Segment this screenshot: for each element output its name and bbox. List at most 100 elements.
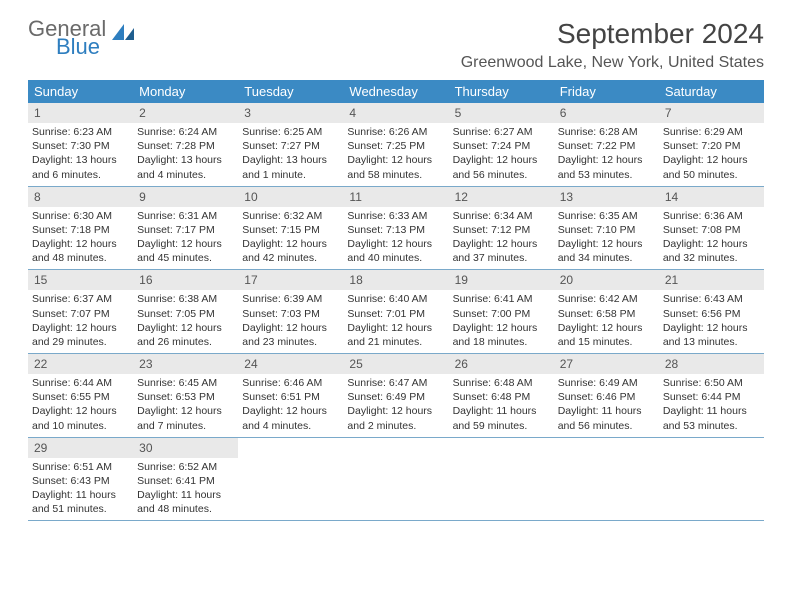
day-body: Sunrise: 6:44 AMSunset: 6:55 PMDaylight:…: [28, 374, 133, 437]
location-subtitle: Greenwood Lake, New York, United States: [461, 54, 764, 72]
day-cell: 9Sunrise: 6:31 AMSunset: 7:17 PMDaylight…: [133, 187, 238, 270]
sunrise-text: Sunrise: 6:42 AM: [558, 292, 655, 306]
daylight-line2: and 13 minutes.: [663, 335, 760, 349]
daylight-line1: Daylight: 12 hours: [242, 237, 339, 251]
sunset-text: Sunset: 6:46 PM: [558, 390, 655, 404]
daylight-line1: Daylight: 11 hours: [32, 488, 129, 502]
day-number: 16: [133, 270, 238, 290]
empty-day-cell: [238, 438, 343, 521]
week-row: 1Sunrise: 6:23 AMSunset: 7:30 PMDaylight…: [28, 103, 764, 187]
daylight-line1: Daylight: 13 hours: [242, 153, 339, 167]
daylight-line1: Daylight: 12 hours: [558, 237, 655, 251]
sunset-text: Sunset: 7:00 PM: [453, 307, 550, 321]
daylight-line2: and 48 minutes.: [137, 502, 234, 516]
day-body: Sunrise: 6:41 AMSunset: 7:00 PMDaylight:…: [449, 290, 554, 353]
daylight-line2: and 4 minutes.: [242, 419, 339, 433]
weekday-header-row: SundayMondayTuesdayWednesdayThursdayFrid…: [28, 80, 764, 103]
daylight-line2: and 56 minutes.: [453, 168, 550, 182]
day-number: 3: [238, 103, 343, 123]
daylight-line2: and 50 minutes.: [663, 168, 760, 182]
day-body: Sunrise: 6:42 AMSunset: 6:58 PMDaylight:…: [554, 290, 659, 353]
sunrise-text: Sunrise: 6:29 AM: [663, 125, 760, 139]
day-number: 10: [238, 187, 343, 207]
day-cell: 7Sunrise: 6:29 AMSunset: 7:20 PMDaylight…: [659, 103, 764, 186]
sunrise-text: Sunrise: 6:33 AM: [347, 209, 444, 223]
day-cell: 2Sunrise: 6:24 AMSunset: 7:28 PMDaylight…: [133, 103, 238, 186]
day-number: 14: [659, 187, 764, 207]
day-cell: 6Sunrise: 6:28 AMSunset: 7:22 PMDaylight…: [554, 103, 659, 186]
day-body: Sunrise: 6:39 AMSunset: 7:03 PMDaylight:…: [238, 290, 343, 353]
day-number: 2: [133, 103, 238, 123]
daylight-line2: and 26 minutes.: [137, 335, 234, 349]
header: General Blue September 2024 Greenwood La…: [28, 18, 764, 72]
day-number: 4: [343, 103, 448, 123]
weekday-header: Saturday: [659, 80, 764, 103]
daylight-line1: Daylight: 12 hours: [558, 321, 655, 335]
sunrise-text: Sunrise: 6:47 AM: [347, 376, 444, 390]
day-number: 7: [659, 103, 764, 123]
day-body: Sunrise: 6:32 AMSunset: 7:15 PMDaylight:…: [238, 207, 343, 270]
daylight-line1: Daylight: 12 hours: [137, 404, 234, 418]
day-cell: 10Sunrise: 6:32 AMSunset: 7:15 PMDayligh…: [238, 187, 343, 270]
weeks-container: 1Sunrise: 6:23 AMSunset: 7:30 PMDaylight…: [28, 103, 764, 521]
daylight-line1: Daylight: 12 hours: [32, 321, 129, 335]
day-cell: 8Sunrise: 6:30 AMSunset: 7:18 PMDaylight…: [28, 187, 133, 270]
daylight-line2: and 7 minutes.: [137, 419, 234, 433]
sunrise-text: Sunrise: 6:32 AM: [242, 209, 339, 223]
sunset-text: Sunset: 7:13 PM: [347, 223, 444, 237]
day-body: Sunrise: 6:26 AMSunset: 7:25 PMDaylight:…: [343, 123, 448, 186]
day-body: Sunrise: 6:31 AMSunset: 7:17 PMDaylight:…: [133, 207, 238, 270]
day-cell: 5Sunrise: 6:27 AMSunset: 7:24 PMDaylight…: [449, 103, 554, 186]
sunset-text: Sunset: 7:24 PM: [453, 139, 550, 153]
day-body: Sunrise: 6:50 AMSunset: 6:44 PMDaylight:…: [659, 374, 764, 437]
day-body: Sunrise: 6:52 AMSunset: 6:41 PMDaylight:…: [133, 458, 238, 521]
daylight-line1: Daylight: 12 hours: [137, 321, 234, 335]
sunset-text: Sunset: 7:27 PM: [242, 139, 339, 153]
day-number: 23: [133, 354, 238, 374]
day-cell: 11Sunrise: 6:33 AMSunset: 7:13 PMDayligh…: [343, 187, 448, 270]
weekday-header: Friday: [554, 80, 659, 103]
empty-day-cell: [659, 438, 764, 521]
daylight-line2: and 23 minutes.: [242, 335, 339, 349]
day-body: Sunrise: 6:23 AMSunset: 7:30 PMDaylight:…: [28, 123, 133, 186]
weekday-header: Monday: [133, 80, 238, 103]
day-number: 9: [133, 187, 238, 207]
day-body: Sunrise: 6:34 AMSunset: 7:12 PMDaylight:…: [449, 207, 554, 270]
empty-day-cell: [449, 438, 554, 521]
day-body: Sunrise: 6:47 AMSunset: 6:49 PMDaylight:…: [343, 374, 448, 437]
daylight-line2: and 34 minutes.: [558, 251, 655, 265]
day-body: Sunrise: 6:25 AMSunset: 7:27 PMDaylight:…: [238, 123, 343, 186]
day-number: 30: [133, 438, 238, 458]
daylight-line2: and 21 minutes.: [347, 335, 444, 349]
day-cell: 25Sunrise: 6:47 AMSunset: 6:49 PMDayligh…: [343, 354, 448, 437]
daylight-line2: and 1 minute.: [242, 168, 339, 182]
day-cell: 4Sunrise: 6:26 AMSunset: 7:25 PMDaylight…: [343, 103, 448, 186]
daylight-line1: Daylight: 12 hours: [137, 237, 234, 251]
sunset-text: Sunset: 7:07 PM: [32, 307, 129, 321]
day-cell: 24Sunrise: 6:46 AMSunset: 6:51 PMDayligh…: [238, 354, 343, 437]
daylight-line1: Daylight: 12 hours: [347, 404, 444, 418]
day-body: Sunrise: 6:48 AMSunset: 6:48 PMDaylight:…: [449, 374, 554, 437]
day-number: 8: [28, 187, 133, 207]
daylight-line2: and 29 minutes.: [32, 335, 129, 349]
sunrise-text: Sunrise: 6:44 AM: [32, 376, 129, 390]
empty-day-cell: [343, 438, 448, 521]
day-body: Sunrise: 6:49 AMSunset: 6:46 PMDaylight:…: [554, 374, 659, 437]
day-number: 18: [343, 270, 448, 290]
week-row: 15Sunrise: 6:37 AMSunset: 7:07 PMDayligh…: [28, 270, 764, 354]
daylight-line1: Daylight: 12 hours: [453, 153, 550, 167]
daylight-line1: Daylight: 12 hours: [32, 237, 129, 251]
sunset-text: Sunset: 6:56 PM: [663, 307, 760, 321]
sunrise-text: Sunrise: 6:37 AM: [32, 292, 129, 306]
sunrise-text: Sunrise: 6:28 AM: [558, 125, 655, 139]
sunset-text: Sunset: 7:12 PM: [453, 223, 550, 237]
sunrise-text: Sunrise: 6:31 AM: [137, 209, 234, 223]
logo-sail-icon: [110, 22, 136, 42]
week-row: 8Sunrise: 6:30 AMSunset: 7:18 PMDaylight…: [28, 187, 764, 271]
day-cell: 14Sunrise: 6:36 AMSunset: 7:08 PMDayligh…: [659, 187, 764, 270]
daylight-line2: and 59 minutes.: [453, 419, 550, 433]
sunrise-text: Sunrise: 6:35 AM: [558, 209, 655, 223]
day-number: 27: [554, 354, 659, 374]
sunrise-text: Sunrise: 6:49 AM: [558, 376, 655, 390]
day-cell: 17Sunrise: 6:39 AMSunset: 7:03 PMDayligh…: [238, 270, 343, 353]
